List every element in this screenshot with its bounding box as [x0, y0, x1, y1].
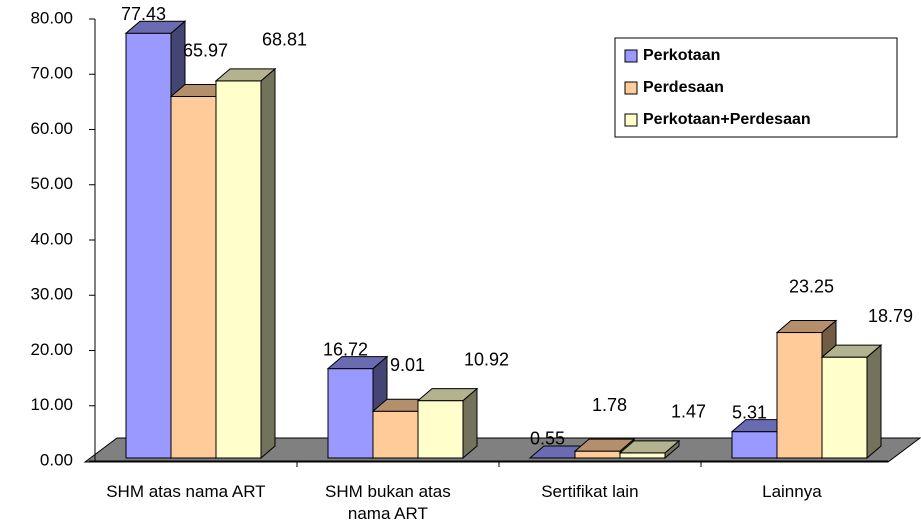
- value-label: 0.55: [530, 429, 565, 449]
- bar: [574, 450, 621, 459]
- value-label: 18.79: [868, 306, 913, 326]
- legend-label: Perkotaan: [643, 47, 720, 64]
- value-label: 68.81: [262, 30, 307, 50]
- y-tick-label: 10.00: [30, 395, 73, 414]
- bar: [821, 356, 868, 459]
- y-tick-label: 20.00: [30, 340, 73, 359]
- y-tick-label: 60.00: [30, 119, 73, 138]
- bar-top: [820, 344, 883, 358]
- value-label: 10.92: [464, 349, 509, 369]
- x-tick-label: Lainnya: [762, 482, 822, 501]
- bar-top: [775, 320, 838, 334]
- bar: [215, 80, 262, 459]
- value-label: 5.31: [732, 402, 767, 422]
- x-tick-label: Sertifikat lain: [541, 482, 639, 501]
- bar-top: [326, 356, 389, 370]
- legend-swatch: [624, 113, 638, 127]
- y-tick-label: 0.00: [40, 450, 73, 469]
- legend-box: [614, 37, 898, 138]
- value-label: 77.43: [121, 4, 166, 24]
- legend-label: Perkotaan+Perdesaan: [643, 111, 811, 128]
- bar: [372, 410, 419, 459]
- y-tick-label: 80.00: [30, 8, 73, 27]
- bar: [776, 332, 823, 459]
- bar-side: [866, 344, 882, 460]
- y-tick-label: 70.00: [30, 64, 73, 83]
- bar: [125, 32, 172, 459]
- bar-top: [416, 388, 479, 402]
- x-tick-label: SHM atas nama ART: [106, 482, 266, 501]
- floor: [83, 437, 921, 463]
- bar: [619, 452, 666, 459]
- legend-swatch: [624, 81, 638, 95]
- value-label: 16.72: [323, 339, 368, 359]
- bar: [170, 96, 217, 459]
- bar-top: [214, 68, 277, 82]
- value-label: 23.25: [789, 276, 834, 296]
- bar: [417, 400, 464, 459]
- bar-top: [573, 438, 636, 452]
- legend-swatch: [624, 49, 638, 63]
- y-tick-label: 40.00: [30, 229, 73, 248]
- legend-label: Perdesaan: [643, 79, 724, 96]
- bar: [327, 368, 374, 459]
- y-tick-label: 50.00: [30, 174, 73, 193]
- value-label: 65.97: [183, 40, 228, 60]
- x-tick-label: SHM bukan atas nama ART: [325, 482, 451, 523]
- value-label: 1.78: [592, 395, 627, 415]
- value-label: 1.47: [671, 402, 706, 422]
- bar: [731, 431, 778, 459]
- bar-top: [618, 440, 681, 454]
- bar-top: [124, 20, 187, 34]
- y-tick-label: 30.00: [30, 285, 73, 304]
- bar-side: [260, 67, 276, 460]
- value-label: 9.01: [390, 355, 425, 375]
